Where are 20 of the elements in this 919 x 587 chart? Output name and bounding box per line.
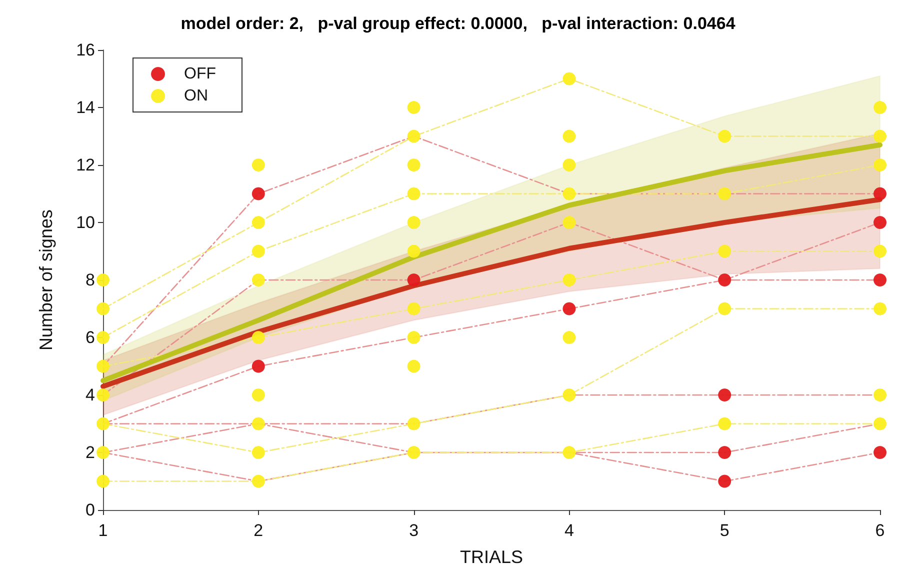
legend-label: ON: [184, 88, 208, 104]
y-tick-label: 8: [86, 270, 95, 290]
y-tick-label: 10: [76, 213, 95, 232]
y-tick-label: 4: [86, 386, 95, 404]
y-axis-title: Number of signes: [36, 209, 56, 351]
y-tick-label: 14: [76, 98, 95, 117]
y-tick-label: 0: [86, 500, 95, 520]
x-tick-label: 6: [875, 521, 885, 540]
x-tick-label: 5: [720, 521, 730, 540]
y-tick-label: 16: [76, 40, 95, 60]
x-tick-label: 4: [564, 521, 574, 540]
x-tick-label: 2: [254, 521, 264, 540]
x-axis-title: TRIALS: [460, 547, 524, 567]
chart-title: model order: 2, p-val group effect: 0.0000, p-val interaction: 0.0464: [180, 14, 736, 33]
x-tick-label: 3: [409, 521, 419, 540]
y-tick-label: 12: [76, 156, 95, 174]
legend-label: OFF: [184, 66, 216, 82]
y-tick-label: 6: [86, 328, 95, 347]
x-tick-label: 1: [98, 521, 108, 540]
y-tick-label: 2: [86, 443, 95, 462]
